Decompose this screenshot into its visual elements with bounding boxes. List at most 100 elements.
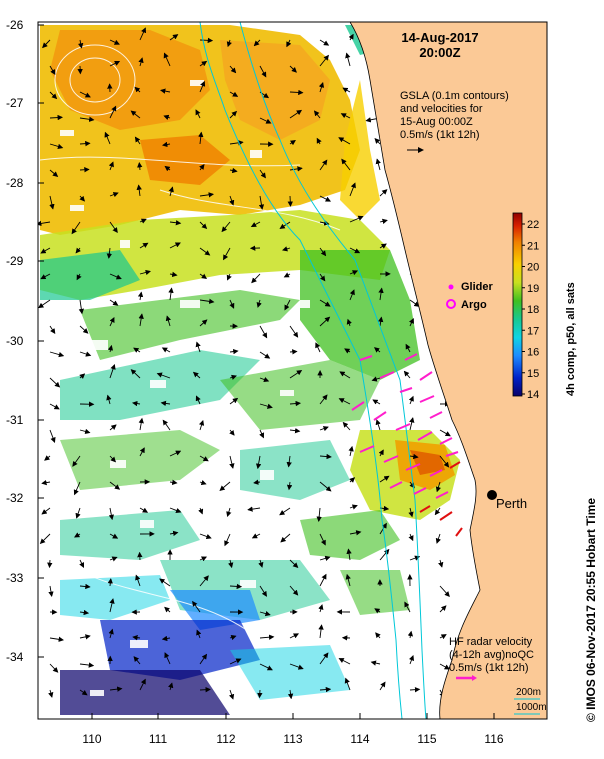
velocity-arrow bbox=[289, 427, 301, 434]
velocity-arrow bbox=[108, 628, 114, 639]
velocity-arrow bbox=[259, 610, 271, 617]
colorbar-tick-label: 21 bbox=[527, 240, 539, 252]
velocity-arrow bbox=[438, 559, 444, 568]
velocity-arrow bbox=[79, 116, 95, 122]
velocity-arrow bbox=[319, 316, 331, 327]
velocity-arrow bbox=[284, 299, 291, 311]
velocity-arrow bbox=[76, 273, 82, 281]
colorbar-tick-label: 17 bbox=[527, 325, 539, 337]
velocity-arrow bbox=[219, 481, 231, 491]
argo-marker-icon bbox=[446, 299, 456, 309]
velocity-arrow bbox=[48, 689, 54, 698]
hf-scale-arrowhead bbox=[472, 675, 477, 681]
velocity-arrow bbox=[79, 351, 92, 357]
hf-line1: HF radar velocity bbox=[449, 636, 533, 648]
velocity-arrow bbox=[342, 421, 351, 431]
hf-radar-arrows-red bbox=[419, 461, 463, 537]
velocity-arrow bbox=[255, 455, 262, 470]
velocity-arrow bbox=[137, 162, 143, 171]
velocity-arrow bbox=[378, 316, 384, 327]
velocity-arrow bbox=[279, 221, 291, 229]
velocity-arrow bbox=[348, 33, 354, 41]
colorbar-tick-label: 16 bbox=[527, 347, 539, 359]
velocity-arrow bbox=[409, 299, 420, 307]
colorbar-tick-label: 22 bbox=[527, 219, 539, 231]
velocity-arrow bbox=[259, 325, 268, 339]
velocity-arrow bbox=[109, 316, 115, 327]
velocity-arrow bbox=[289, 663, 304, 670]
velocity-arrow bbox=[109, 533, 119, 539]
velocity-arrow bbox=[79, 167, 90, 173]
velocity-arrow bbox=[349, 530, 362, 536]
velocity-arrow bbox=[374, 138, 381, 145]
velocity-arrow bbox=[439, 429, 451, 437]
velocity-arrow bbox=[139, 269, 151, 276]
velocity-arrow bbox=[109, 221, 118, 234]
gsla-line3: 15-Aug 00:00Z bbox=[400, 116, 473, 128]
velocity-arrow bbox=[107, 578, 113, 587]
hf-radar-arrows bbox=[351, 353, 459, 499]
velocity-arrow bbox=[316, 137, 322, 145]
velocity-arrow bbox=[289, 139, 296, 146]
velocity-arrow bbox=[439, 585, 450, 597]
velocity-arrow bbox=[319, 394, 328, 405]
velocity-arrow bbox=[313, 110, 321, 119]
velocity-arrow bbox=[199, 273, 208, 280]
velocity-arrow bbox=[199, 455, 209, 462]
velocity-arrow bbox=[134, 136, 141, 145]
velocity-arrow bbox=[138, 57, 144, 67]
velocity-arrow bbox=[224, 533, 231, 547]
velocity-arrow bbox=[318, 624, 324, 639]
velocity-arrow bbox=[289, 559, 299, 569]
velocity-arrow bbox=[199, 319, 208, 327]
velocity-arrow bbox=[38, 220, 51, 227]
header-time: 20:00Z bbox=[419, 45, 460, 60]
velocity-arrow bbox=[229, 167, 238, 174]
velocity-arrow bbox=[199, 60, 208, 67]
velocity-arrow bbox=[72, 455, 81, 467]
velocity-arrow bbox=[378, 287, 384, 301]
velocity-arrow bbox=[348, 445, 354, 457]
velocity-arrow bbox=[106, 394, 112, 405]
y-tick-label: -27 bbox=[6, 96, 24, 110]
velocity-arrow bbox=[168, 186, 174, 197]
velocity-arrow bbox=[49, 351, 65, 358]
city-marker-icon bbox=[487, 490, 497, 500]
velocity-arrow bbox=[229, 65, 237, 74]
velocity-arrow bbox=[379, 189, 388, 197]
velocity-arrow bbox=[49, 325, 56, 335]
velocity-arrow bbox=[257, 689, 263, 699]
velocity-arrow bbox=[279, 507, 291, 516]
velocity-arrow bbox=[408, 533, 414, 542]
velocity-arrow bbox=[106, 247, 113, 259]
velocity-arrow bbox=[349, 477, 356, 483]
velocity-arrow bbox=[109, 105, 117, 119]
velocity-arrow bbox=[49, 65, 56, 75]
velocity-arrow bbox=[319, 247, 327, 257]
velocity-arrow bbox=[198, 131, 204, 145]
hf-line3: 0.5m/s (1kt 12h) bbox=[449, 662, 528, 674]
velocity-arrow bbox=[169, 34, 179, 41]
velocity-arrow bbox=[79, 140, 91, 147]
velocity-arrow bbox=[160, 88, 171, 94]
velocity-arrow bbox=[199, 247, 211, 256]
velocity-arrow bbox=[40, 273, 51, 280]
velocity-arrow bbox=[259, 169, 266, 179]
velocity-arrow bbox=[169, 530, 179, 537]
velocity-arrow bbox=[409, 417, 415, 431]
velocity-arrow bbox=[195, 341, 201, 353]
velocity-arrow bbox=[40, 247, 51, 254]
y-axis: -26 -27 -28 -29 -30 -31 -32 -33 -34 bbox=[6, 18, 44, 664]
velocity-arrow bbox=[165, 315, 171, 327]
velocity-arrow bbox=[109, 556, 118, 562]
velocity-arrow bbox=[374, 347, 381, 353]
velocity-arrow bbox=[226, 507, 232, 518]
velocity-arrow bbox=[71, 221, 81, 235]
velocity-arrow bbox=[338, 398, 351, 405]
isobath-200-label: 200m bbox=[516, 687, 541, 698]
velocity-arrow bbox=[79, 428, 91, 435]
gsla-line1: GSLA (0.1m contours) bbox=[400, 90, 509, 102]
velocity-arrow bbox=[169, 479, 178, 486]
velocity-arrow bbox=[280, 533, 291, 543]
velocity-arrow bbox=[109, 686, 123, 692]
